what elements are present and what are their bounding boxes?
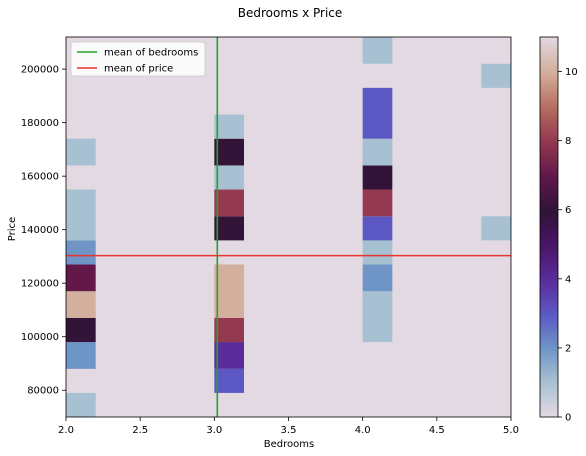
heatmap-cell [362, 37, 393, 64]
heatmap-cell [362, 138, 393, 166]
legend-box [70, 41, 206, 77]
colorbar-tick-label: 4 [565, 274, 571, 285]
y-tick-label: 200000 [21, 65, 59, 76]
heatmap-cell [362, 216, 393, 241]
heatmap-cell [66, 264, 96, 292]
y-tick-label: 140000 [21, 225, 59, 236]
heatmap-cell [481, 216, 511, 241]
heatmap-cell [214, 342, 244, 369]
heatmap-cell [362, 87, 393, 139]
heatmap-cell [66, 138, 96, 166]
colorbar: 0 2 4 6 8 10 [539, 36, 578, 424]
plot-area [65, 36, 512, 418]
colorbar-ticks: 0 2 4 6 8 10 [558, 67, 578, 424]
y-axis-label: Price [7, 217, 18, 241]
x-tick-label: 4.5 [429, 425, 445, 436]
x-tick-label: 2.0 [58, 425, 74, 436]
heatmap-cell [214, 368, 244, 393]
chart-title: Bedrooms x Price [238, 6, 343, 20]
heatmap-cell [362, 189, 393, 217]
heatmap-cell [214, 264, 244, 318]
heatmap-cell [362, 165, 393, 190]
heatmap-cell [214, 317, 244, 343]
heatmap-cell [214, 216, 244, 241]
x-tick-label: 2.5 [132, 425, 148, 436]
y-tick-label: 120000 [21, 279, 59, 290]
colorbar-tick-label: 8 [565, 136, 571, 147]
reference-lines [66, 37, 511, 417]
heatmap-cell [66, 392, 96, 417]
x-tick-label: 4.0 [355, 425, 371, 436]
heatmap-cell [214, 189, 244, 217]
plot-background [66, 37, 511, 417]
x-tick-label: 3.0 [206, 425, 222, 436]
heatmap-cell [362, 291, 393, 343]
y-tick-label: 80000 [27, 386, 59, 397]
heatmap-cell [66, 291, 96, 318]
legend: mean of bedrooms mean of price [70, 41, 206, 77]
heatmap-cell [214, 165, 244, 190]
x-axis: 2.0 2.5 3.0 3.5 4.0 4.5 5.0 [58, 417, 519, 436]
heatmap-cell [481, 63, 511, 88]
colorbar-tick-label: 0 [565, 413, 571, 424]
x-tick-label: 3.5 [281, 425, 297, 436]
heatmap-cells [66, 37, 511, 417]
colorbar-tick-label: 6 [565, 205, 571, 216]
heatmap-cell [66, 189, 96, 241]
heatmap-cell [214, 114, 244, 139]
heatmap-cell [66, 317, 96, 343]
y-axis: 80000 100000 120000 140000 160000 180000 20000… [21, 65, 66, 397]
heatmap-cell [362, 264, 393, 292]
colorbar-tick-label: 2 [565, 343, 571, 354]
x-tick-label: 5.0 [503, 425, 519, 436]
heatmap-cell [66, 240, 96, 265]
heatmap-cell [362, 240, 393, 265]
colorbar-gradient [539, 36, 559, 418]
colorbar-tick-label: 10 [565, 67, 578, 78]
legend-label: mean of bedrooms [104, 48, 198, 59]
y-tick-label: 100000 [21, 332, 59, 343]
heatmap-cell [66, 342, 96, 369]
legend-label: mean of price [104, 64, 173, 75]
heatmap-cell [214, 138, 244, 166]
x-axis-label: Bedrooms [264, 439, 314, 450]
y-tick-label: 180000 [21, 118, 59, 129]
y-tick-label: 160000 [21, 172, 59, 183]
